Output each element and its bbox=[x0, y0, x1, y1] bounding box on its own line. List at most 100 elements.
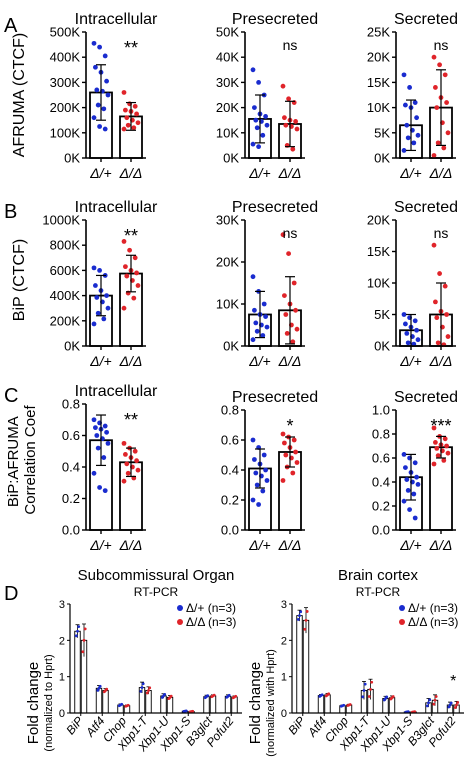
data-point bbox=[127, 247, 132, 253]
data-point bbox=[139, 689, 143, 693]
y-axis-label: Fold change bbox=[247, 662, 264, 745]
data-point bbox=[293, 307, 298, 313]
data-point bbox=[94, 87, 100, 93]
y-tick-label: 0.6 bbox=[62, 428, 80, 443]
y-tick-label: 5K bbox=[374, 125, 390, 140]
tick-label: Δ/+ bbox=[248, 353, 270, 369]
y-tick-label: 0.6 bbox=[372, 451, 390, 466]
data-point bbox=[125, 122, 131, 128]
bar bbox=[95, 687, 103, 714]
chart-subtitle: RT-PCR bbox=[134, 585, 179, 599]
tick-label: Δ/Δ bbox=[119, 353, 143, 369]
data-point bbox=[253, 117, 259, 123]
significance-label: *** bbox=[430, 416, 451, 436]
y-tick-label: 40K bbox=[216, 50, 239, 65]
y-tick-label: 0.4 bbox=[221, 463, 239, 478]
data-point bbox=[250, 141, 256, 147]
chart-title: Secreted bbox=[394, 11, 458, 28]
data-point bbox=[97, 124, 102, 129]
row-a-ylabel: AFRUMA (CTCF) bbox=[11, 33, 28, 157]
data-point bbox=[298, 614, 301, 618]
data-point bbox=[261, 452, 267, 458]
data-point bbox=[435, 453, 441, 458]
data-point bbox=[123, 107, 128, 113]
data-point bbox=[123, 264, 128, 270]
data-point bbox=[442, 72, 448, 78]
data-point bbox=[434, 446, 440, 451]
data-point bbox=[404, 477, 410, 482]
tick-label: Δ/+ bbox=[248, 165, 270, 181]
data-point bbox=[256, 502, 261, 507]
y-tick-label: 1000K bbox=[42, 213, 80, 228]
chart-b2: Presecreted 0K 10K 20K 30K Δ/+ Δ/Δ ns bbox=[216, 199, 318, 369]
data-point bbox=[370, 680, 374, 684]
data-point bbox=[304, 618, 308, 622]
data-point bbox=[434, 315, 440, 321]
data-point bbox=[123, 452, 128, 457]
data-point bbox=[105, 92, 111, 98]
significance-label: ** bbox=[124, 38, 138, 58]
chart-title: Intracellular bbox=[75, 11, 158, 28]
data-point bbox=[291, 280, 297, 286]
y-tick-label: 0.4 bbox=[62, 460, 80, 475]
y-tick-label: 400K bbox=[50, 288, 81, 303]
data-point bbox=[441, 145, 447, 151]
data-point bbox=[445, 130, 451, 136]
data-point bbox=[76, 629, 79, 633]
bar bbox=[317, 695, 325, 714]
y-tick-label: 15K bbox=[367, 244, 390, 259]
y-tick-label: 300K bbox=[50, 75, 81, 90]
data-point bbox=[91, 417, 97, 423]
data-point bbox=[432, 702, 436, 706]
data-point bbox=[403, 321, 408, 327]
data-point bbox=[91, 115, 97, 121]
data-point bbox=[145, 691, 149, 695]
data-point bbox=[286, 96, 291, 102]
data-point bbox=[125, 470, 131, 476]
data-point bbox=[401, 452, 407, 457]
legend-label: Δ/Δ (n=3) bbox=[408, 615, 458, 629]
data-point bbox=[303, 627, 307, 631]
significance-label: * bbox=[286, 416, 293, 436]
y-tick-label: 0.8 bbox=[62, 397, 80, 412]
data-point bbox=[95, 310, 101, 316]
data-point bbox=[448, 703, 452, 707]
data-point bbox=[124, 115, 130, 121]
panel-letter-d: D bbox=[4, 583, 18, 605]
data-point bbox=[299, 610, 303, 614]
y-axis-sublabel: (normalized with Hprt) bbox=[265, 649, 277, 757]
chart-title: Intracellular bbox=[75, 383, 158, 400]
data-point bbox=[254, 482, 260, 488]
tick-label: Δ/Δ bbox=[119, 165, 143, 181]
chart-title: Secreted bbox=[394, 389, 458, 406]
legend-marker bbox=[177, 605, 183, 611]
data-point bbox=[212, 693, 216, 697]
data-point bbox=[404, 122, 410, 128]
data-point bbox=[132, 103, 138, 109]
tick-label: Δ/+ bbox=[89, 537, 111, 553]
chart-title: Presecreted bbox=[232, 199, 318, 216]
chart-title: Secreted bbox=[394, 199, 458, 216]
chart-b1: Intracellular 0K 200K 400K 600K 800K 1000K Δ/+ Δ… bbox=[42, 199, 158, 369]
data-point bbox=[134, 111, 140, 117]
data-point bbox=[91, 321, 97, 327]
data-point bbox=[102, 126, 108, 132]
data-point bbox=[95, 102, 101, 108]
chart-c2: Presecreted 0.0 0.2 0.4 0.6 0.8 Δ/+ Δ/Δ * bbox=[221, 389, 318, 553]
data-point bbox=[401, 148, 407, 153]
data-point bbox=[163, 692, 167, 696]
data-point bbox=[81, 650, 85, 654]
significance-label: ns bbox=[434, 37, 449, 53]
tick-label: Δ/Δ bbox=[429, 537, 453, 553]
data-point bbox=[126, 703, 130, 707]
legend-label: Δ/+ (n=3) bbox=[408, 601, 458, 615]
data-point bbox=[206, 694, 210, 698]
legend-marker bbox=[399, 619, 405, 625]
data-point bbox=[101, 455, 107, 460]
data-point bbox=[385, 695, 389, 699]
chart-title: Brain cortex bbox=[338, 567, 419, 584]
data-point bbox=[412, 515, 418, 521]
data-point bbox=[407, 85, 412, 90]
